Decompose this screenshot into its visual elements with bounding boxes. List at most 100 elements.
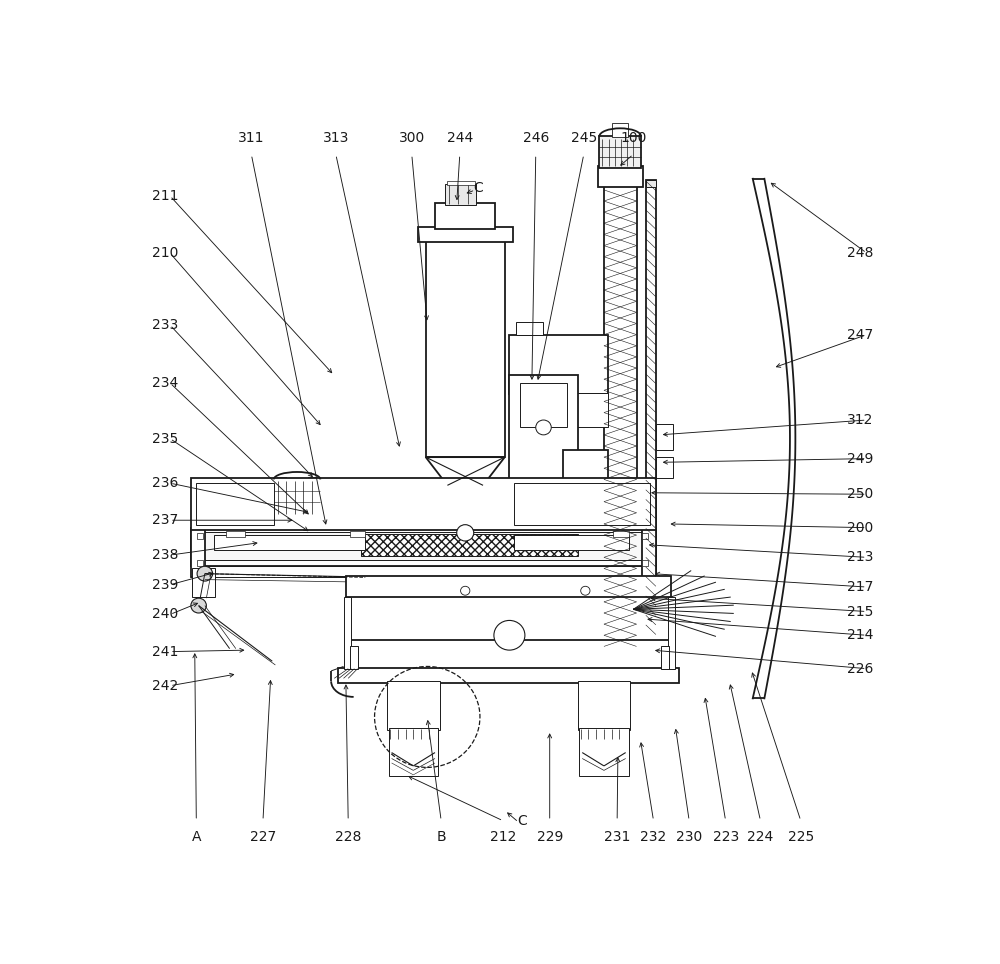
Text: 200: 200 [847,521,873,535]
Text: 230: 230 [676,830,702,844]
Bar [197,559,203,566]
Bar [514,483,650,525]
Text: 224: 224 [747,830,774,844]
Bar [195,532,652,560]
Circle shape [191,598,206,613]
Bar [642,527,656,577]
Text: 211: 211 [152,189,179,202]
Bar [346,640,671,669]
Text: 229: 229 [537,830,563,844]
Text: 311: 311 [238,131,265,146]
Bar [277,477,286,482]
Bar [387,682,440,730]
Bar [579,728,629,776]
Text: 245: 245 [571,131,597,146]
Text: 231: 231 [604,830,630,844]
Bar [388,728,438,776]
Bar [191,566,656,576]
Bar [642,559,648,566]
Bar [196,483,274,525]
Text: C: C [517,814,527,828]
Text: 236: 236 [152,476,178,490]
Bar [514,535,629,549]
Bar [613,531,629,537]
Bar [598,166,643,187]
Bar [274,479,320,515]
Text: 238: 238 [152,549,178,562]
Text: C: C [474,181,484,196]
Bar [191,527,656,566]
Bar [520,383,567,427]
Circle shape [461,586,470,595]
Text: 226: 226 [846,661,873,676]
Bar [578,682,630,730]
Text: 227: 227 [250,830,276,844]
Bar [642,533,648,539]
Text: 235: 235 [152,432,178,445]
Bar [646,179,656,637]
Bar [361,534,578,556]
Bar [344,597,351,669]
Bar [418,227,512,242]
Text: 234: 234 [152,376,178,389]
Bar [338,668,679,683]
Bar [509,375,578,527]
Bar [197,533,203,539]
Text: 223: 223 [712,830,739,844]
Bar [280,514,314,522]
Circle shape [457,524,474,541]
Text: 225: 225 [788,830,814,844]
Bar [308,477,317,482]
Bar [563,517,608,527]
Bar [509,393,608,427]
Bar [656,457,673,478]
Text: 240: 240 [152,607,178,622]
Bar [563,449,608,527]
Text: 300: 300 [399,131,425,146]
Text: 213: 213 [846,550,873,564]
Bar [350,531,365,537]
Bar [656,424,673,449]
Bar [350,646,358,669]
Bar [426,240,505,457]
Bar [599,137,641,168]
Text: 233: 233 [152,318,178,332]
Bar [604,186,637,637]
Text: A: A [192,830,201,844]
Bar [661,646,669,669]
Text: 212: 212 [490,830,516,844]
Circle shape [197,566,213,581]
Text: 215: 215 [846,604,873,619]
Bar [441,631,489,639]
Bar [192,569,215,597]
Text: 228: 228 [335,830,361,844]
Circle shape [536,420,551,435]
Bar [509,335,608,394]
Text: 244: 244 [447,131,473,146]
Text: 242: 242 [152,679,178,693]
Bar [668,597,675,669]
Text: 312: 312 [846,413,873,427]
Text: 241: 241 [152,645,178,658]
Text: B: B [436,830,446,844]
Bar [214,535,365,549]
Text: 210: 210 [152,246,178,260]
Text: 217: 217 [846,580,873,594]
Bar [346,597,671,641]
Bar [447,485,483,639]
Circle shape [494,621,525,650]
Text: 100: 100 [620,131,647,146]
Text: 239: 239 [152,577,178,592]
Text: 237: 237 [152,513,178,527]
Bar [612,123,628,137]
Text: 249: 249 [846,451,873,466]
Bar [435,203,495,228]
Text: 248: 248 [846,246,873,260]
Bar [191,478,656,530]
Bar [445,184,476,204]
Text: 214: 214 [846,629,873,642]
Polygon shape [426,457,505,485]
Bar [346,576,671,598]
Text: 247: 247 [847,328,873,341]
Text: 250: 250 [847,487,873,501]
